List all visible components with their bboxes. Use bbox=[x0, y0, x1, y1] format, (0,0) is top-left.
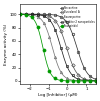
Legend: Roscovitine, Purvalanol A, Staurosporine, Inhibitor 2 nanoparticles, Flavopirido: Roscovitine, Purvalanol A, Staurosporine… bbox=[60, 5, 95, 28]
X-axis label: Log [Inhibitor] (µM): Log [Inhibitor] (µM) bbox=[38, 93, 78, 97]
Y-axis label: Enzyme activity (%): Enzyme activity (%) bbox=[4, 24, 8, 65]
